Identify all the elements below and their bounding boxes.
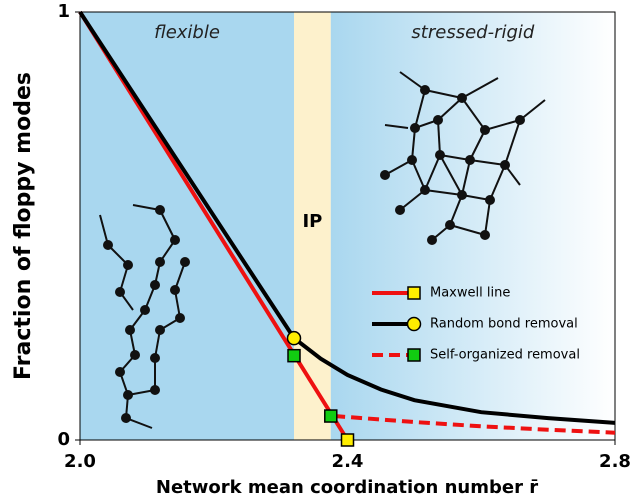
legend-marker	[407, 286, 421, 300]
region-band	[294, 12, 331, 440]
floppy-chain-illustration	[99, 204, 190, 429]
region-band	[80, 12, 294, 440]
marker	[286, 330, 302, 346]
legend-marker	[407, 348, 421, 362]
x-axis-label: Network mean coordination number r̄	[156, 477, 538, 498]
legend-label: Self-organized removal	[430, 348, 580, 363]
x-tick-label: 2.4	[332, 451, 364, 472]
legend-marker	[406, 316, 422, 332]
region-band	[330, 12, 615, 440]
series-line	[333, 414, 616, 435]
region-label: IP	[302, 211, 322, 232]
y-tick-label: 0	[57, 429, 70, 450]
marker	[324, 409, 338, 423]
x-tick-label: 2.8	[599, 451, 631, 472]
marker	[287, 348, 301, 363]
y-axis-label: Fraction of floppy modes	[11, 72, 36, 380]
region-label: flexible	[154, 22, 220, 43]
legend-label: Random bond removal	[430, 317, 578, 332]
x-tick-label: 2.0	[64, 451, 96, 472]
y-tick-label: 1	[57, 1, 70, 22]
rigid-network-illustration	[380, 71, 546, 245]
series-line	[78, 10, 616, 425]
marker	[340, 433, 355, 447]
region-label: stressed-rigid	[411, 22, 534, 43]
legend-label: Maxwell line	[430, 286, 510, 301]
